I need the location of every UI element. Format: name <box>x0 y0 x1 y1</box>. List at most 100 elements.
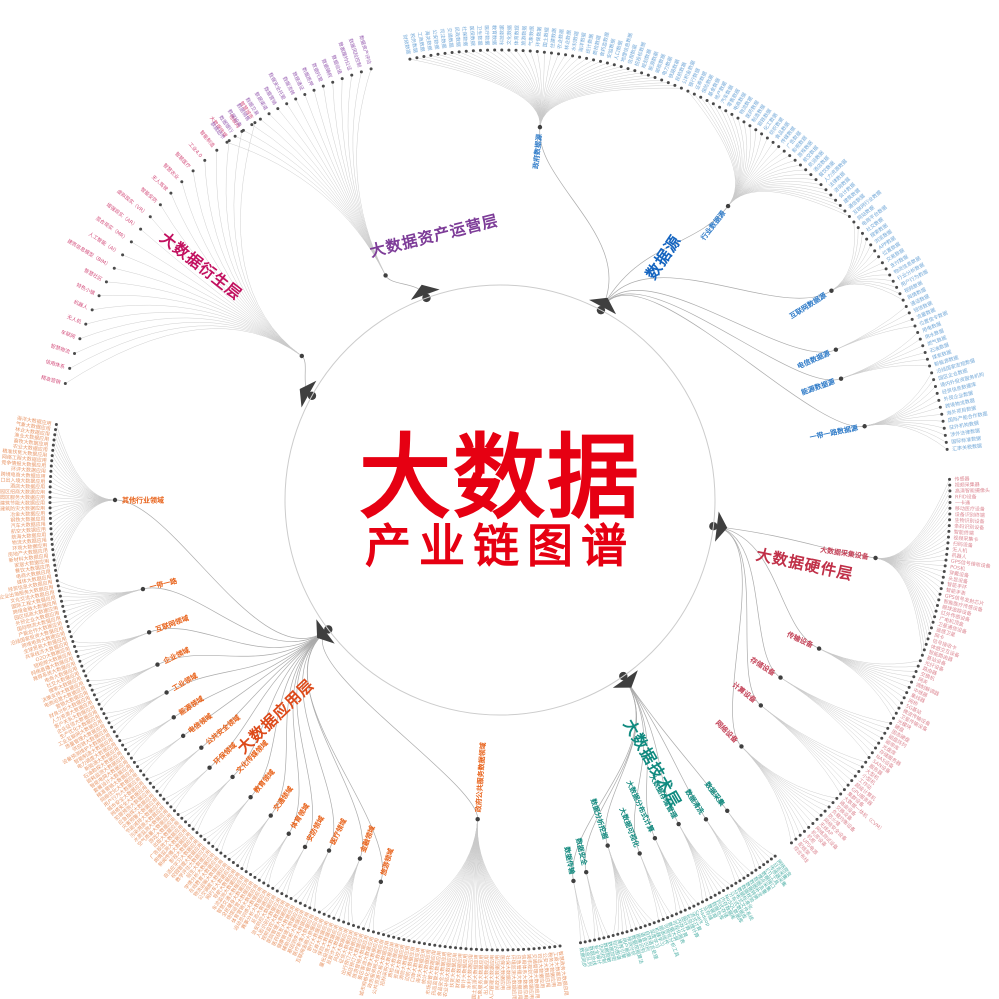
sub-branch-label: 政府数据源 <box>531 134 544 170</box>
leaf-label: 消息队列 <box>582 946 593 967</box>
leaf-label: 视频采集器 <box>955 481 980 489</box>
branch-edge <box>250 629 329 798</box>
leaf-label: 航空大数据应用 <box>11 526 46 535</box>
leaf-node <box>392 935 396 939</box>
leaf-edge <box>476 819 509 951</box>
sub-hub-node <box>326 848 332 853</box>
leaf-node <box>84 674 88 678</box>
leaf-node <box>877 741 881 745</box>
leaf-label: 水利数据 <box>570 31 580 52</box>
sub-hub-node <box>302 844 308 850</box>
branch-edge <box>713 525 762 706</box>
leaf-edge <box>607 845 619 935</box>
leaf-edge <box>477 819 529 950</box>
leaf-node <box>223 854 227 858</box>
leaf-node <box>495 948 499 952</box>
leaf-label: Spark <box>693 910 705 926</box>
leaf-edge <box>106 281 302 357</box>
leaf-label: POS机 <box>950 563 966 572</box>
leaf-node <box>670 914 674 918</box>
sub-hub-node <box>703 817 709 822</box>
branch-label-3: 大数据技术层 <box>620 716 686 811</box>
leaf-node <box>798 163 802 167</box>
leaf-node <box>402 938 406 942</box>
leaf-node <box>469 947 473 951</box>
leaf-label: 应急管理大数据应用 <box>515 954 524 999</box>
leaf-label: 钢铁大数据应用 <box>10 515 45 523</box>
leaf-node <box>387 934 391 938</box>
leaf-node <box>507 48 511 52</box>
leaf-edge <box>654 838 682 913</box>
leaf-edge <box>50 471 116 501</box>
leaf-label: 城市规划大数据应用 <box>525 954 535 999</box>
leaf-node <box>947 524 951 528</box>
leaf-label: 社保大数据应用 <box>504 955 512 990</box>
leaf-label: 农业补贴大数据应用 <box>442 952 454 998</box>
leaf-node <box>564 53 568 57</box>
sub-hub-node <box>637 851 642 856</box>
leaf-node <box>553 945 557 949</box>
leaf-node <box>412 940 416 944</box>
leaf-label: 司法数据 <box>438 28 447 49</box>
leaf-node <box>493 48 497 52</box>
leaf-node <box>532 947 536 951</box>
leaf-node <box>50 537 54 541</box>
leaf-edge <box>260 118 386 276</box>
leaf-node <box>597 937 601 941</box>
sub-hub-node <box>112 497 118 503</box>
leaf-node <box>557 52 561 56</box>
leaf-edge <box>687 90 736 207</box>
leaf-node <box>262 881 266 885</box>
leaf-edge <box>268 833 289 886</box>
leaf-node <box>916 664 920 668</box>
leaf-node <box>342 920 346 924</box>
leaf-label: 机柜 <box>805 833 817 845</box>
leaf-node <box>938 592 942 596</box>
leaf-node <box>180 180 184 184</box>
leaf-label: 家居大数据应用 <box>14 558 50 570</box>
sub-hub-node <box>268 813 273 818</box>
leaf-node <box>48 501 52 505</box>
leaf-node <box>448 945 452 949</box>
branch-edge <box>600 290 837 353</box>
leaf-node <box>66 625 70 629</box>
leaf-node <box>886 726 890 730</box>
leaf-label: 人口出入境大数据应用 <box>0 476 46 485</box>
leaf-node <box>485 948 489 952</box>
leaf-label: 网桥 <box>907 697 919 708</box>
leaf-node <box>652 921 656 925</box>
leaf-node <box>366 928 370 932</box>
leaf-node <box>415 56 419 60</box>
leaf-node <box>948 477 952 481</box>
leaf-node <box>71 640 75 644</box>
leaf-node <box>429 53 433 57</box>
leaf-node <box>929 626 933 630</box>
sub-hub-node <box>537 124 543 130</box>
leaf-node <box>901 298 905 302</box>
leaf-edge <box>818 648 919 668</box>
leaf-edge <box>452 52 541 128</box>
leaf-node <box>835 796 839 800</box>
leaf-label: 工商大数据应用 <box>552 951 563 987</box>
leaf-node <box>155 789 159 793</box>
leaf-edge <box>324 858 361 915</box>
leaf-node <box>49 522 53 526</box>
leaf-edge <box>229 815 271 860</box>
leaf-node <box>180 816 184 820</box>
leaf-node <box>920 653 924 657</box>
leaf-label: 财政大数据应用 <box>454 953 464 988</box>
leaf-node <box>369 67 373 71</box>
leaf-node <box>798 833 802 837</box>
leaf-node <box>864 760 868 764</box>
leaf-edge <box>98 664 158 705</box>
leaf-node <box>946 541 950 545</box>
leaf-node <box>802 829 806 833</box>
leaf-edge <box>539 82 669 128</box>
leaf-label: 新材料大数据应用 <box>8 552 49 564</box>
leaf-node <box>860 231 864 235</box>
leaf-node <box>928 364 932 368</box>
leaf-node <box>815 817 819 821</box>
leaf-edge <box>196 776 233 833</box>
leaf-node <box>471 49 475 53</box>
sub-hub-node <box>248 795 253 800</box>
